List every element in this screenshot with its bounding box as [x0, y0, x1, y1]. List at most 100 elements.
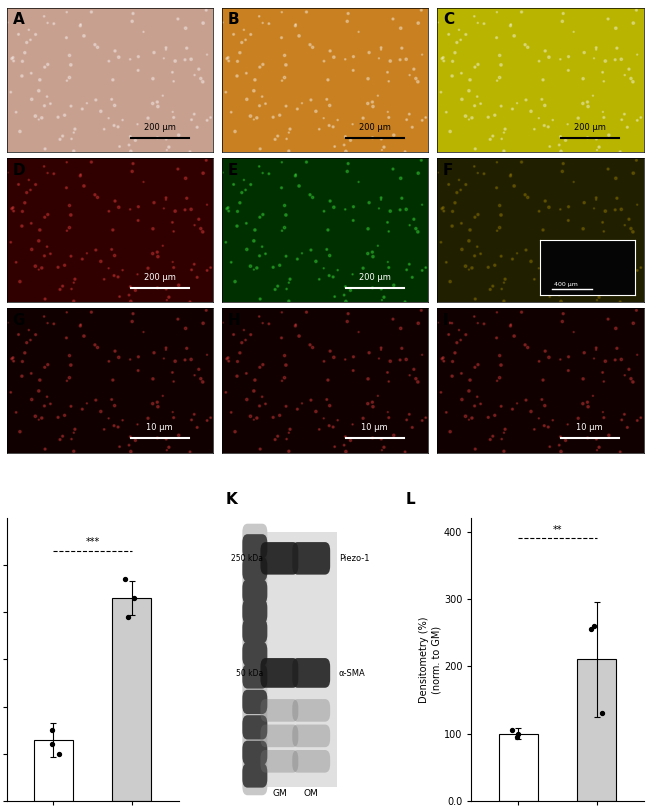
Point: [395, 203, 406, 216]
Point: [57, 129, 68, 142]
Point: [600, 205, 610, 218]
Point: [322, 93, 332, 106]
Point: [483, 411, 493, 424]
Point: [34, 413, 44, 426]
Point: [280, 199, 290, 212]
Text: 200 μm: 200 μm: [574, 273, 606, 282]
Point: [250, 223, 260, 236]
Point: [555, 53, 566, 66]
Point: [396, 192, 407, 205]
Point: [92, 191, 103, 204]
Point: [202, 114, 213, 127]
Point: [388, 163, 398, 176]
Point: [491, 156, 502, 169]
Point: [96, 405, 106, 418]
Point: [600, 54, 610, 67]
Point: [143, 112, 153, 125]
Point: [619, 408, 630, 421]
Point: [578, 72, 588, 85]
Point: [23, 324, 34, 337]
Point: [242, 243, 252, 256]
Point: [328, 121, 339, 133]
Point: [441, 11, 451, 23]
Point: [39, 400, 49, 413]
Point: [277, 306, 287, 319]
Point: [114, 201, 124, 214]
Point: [127, 15, 137, 28]
Point: [330, 290, 340, 303]
Point: [17, 55, 27, 68]
Point: [15, 125, 25, 138]
Point: [125, 280, 135, 293]
Point: [562, 268, 573, 281]
Point: [470, 443, 480, 455]
Point: [6, 202, 17, 215]
Point: [457, 243, 467, 256]
Point: [505, 320, 515, 332]
Point: [125, 445, 136, 458]
Point: [110, 345, 120, 358]
Point: [538, 223, 548, 236]
Point: [332, 113, 343, 126]
Point: [114, 290, 125, 303]
Point: [108, 74, 118, 87]
Point: [314, 273, 324, 286]
Point: [133, 201, 144, 214]
Point: [42, 90, 52, 103]
Point: [329, 201, 339, 214]
Point: [104, 355, 114, 368]
Point: [61, 181, 72, 194]
Point: [138, 25, 149, 38]
Point: [512, 731, 522, 743]
Point: [340, 130, 350, 143]
Point: [249, 235, 259, 248]
Point: [384, 75, 394, 88]
Point: [224, 354, 234, 367]
Point: [485, 283, 495, 296]
Point: [292, 103, 302, 116]
Point: [540, 399, 550, 412]
Point: [240, 184, 251, 197]
Point: [133, 350, 144, 363]
Point: [374, 52, 384, 65]
Point: [66, 133, 77, 146]
Point: [34, 263, 44, 276]
Point: [66, 209, 76, 222]
Point: [354, 25, 364, 38]
Point: [311, 255, 321, 268]
Point: [270, 133, 280, 146]
Point: [36, 112, 47, 125]
Point: [237, 337, 247, 349]
Point: [280, 71, 290, 84]
Point: [281, 133, 292, 146]
Point: [202, 49, 213, 61]
Point: [513, 727, 523, 740]
Point: [417, 49, 427, 61]
Point: [540, 195, 551, 208]
Point: [554, 138, 564, 151]
Point: [461, 328, 471, 341]
Point: [619, 108, 630, 121]
Point: [174, 279, 184, 292]
Point: [202, 414, 213, 427]
Point: [348, 64, 358, 77]
Point: [254, 10, 265, 23]
Point: [631, 4, 642, 17]
Point: [40, 293, 50, 306]
Point: [164, 290, 174, 303]
Point: [232, 205, 242, 218]
Point: [113, 121, 124, 133]
Point: [181, 342, 192, 355]
Point: [109, 419, 119, 432]
Point: [441, 161, 451, 174]
Point: [452, 337, 462, 349]
Point: [242, 93, 252, 106]
FancyBboxPatch shape: [242, 579, 267, 604]
Point: [314, 423, 324, 436]
Point: [318, 355, 329, 368]
Point: [358, 262, 369, 275]
Point: [260, 248, 270, 260]
Point: [555, 353, 566, 366]
Point: [547, 413, 558, 426]
Point: [473, 58, 483, 71]
